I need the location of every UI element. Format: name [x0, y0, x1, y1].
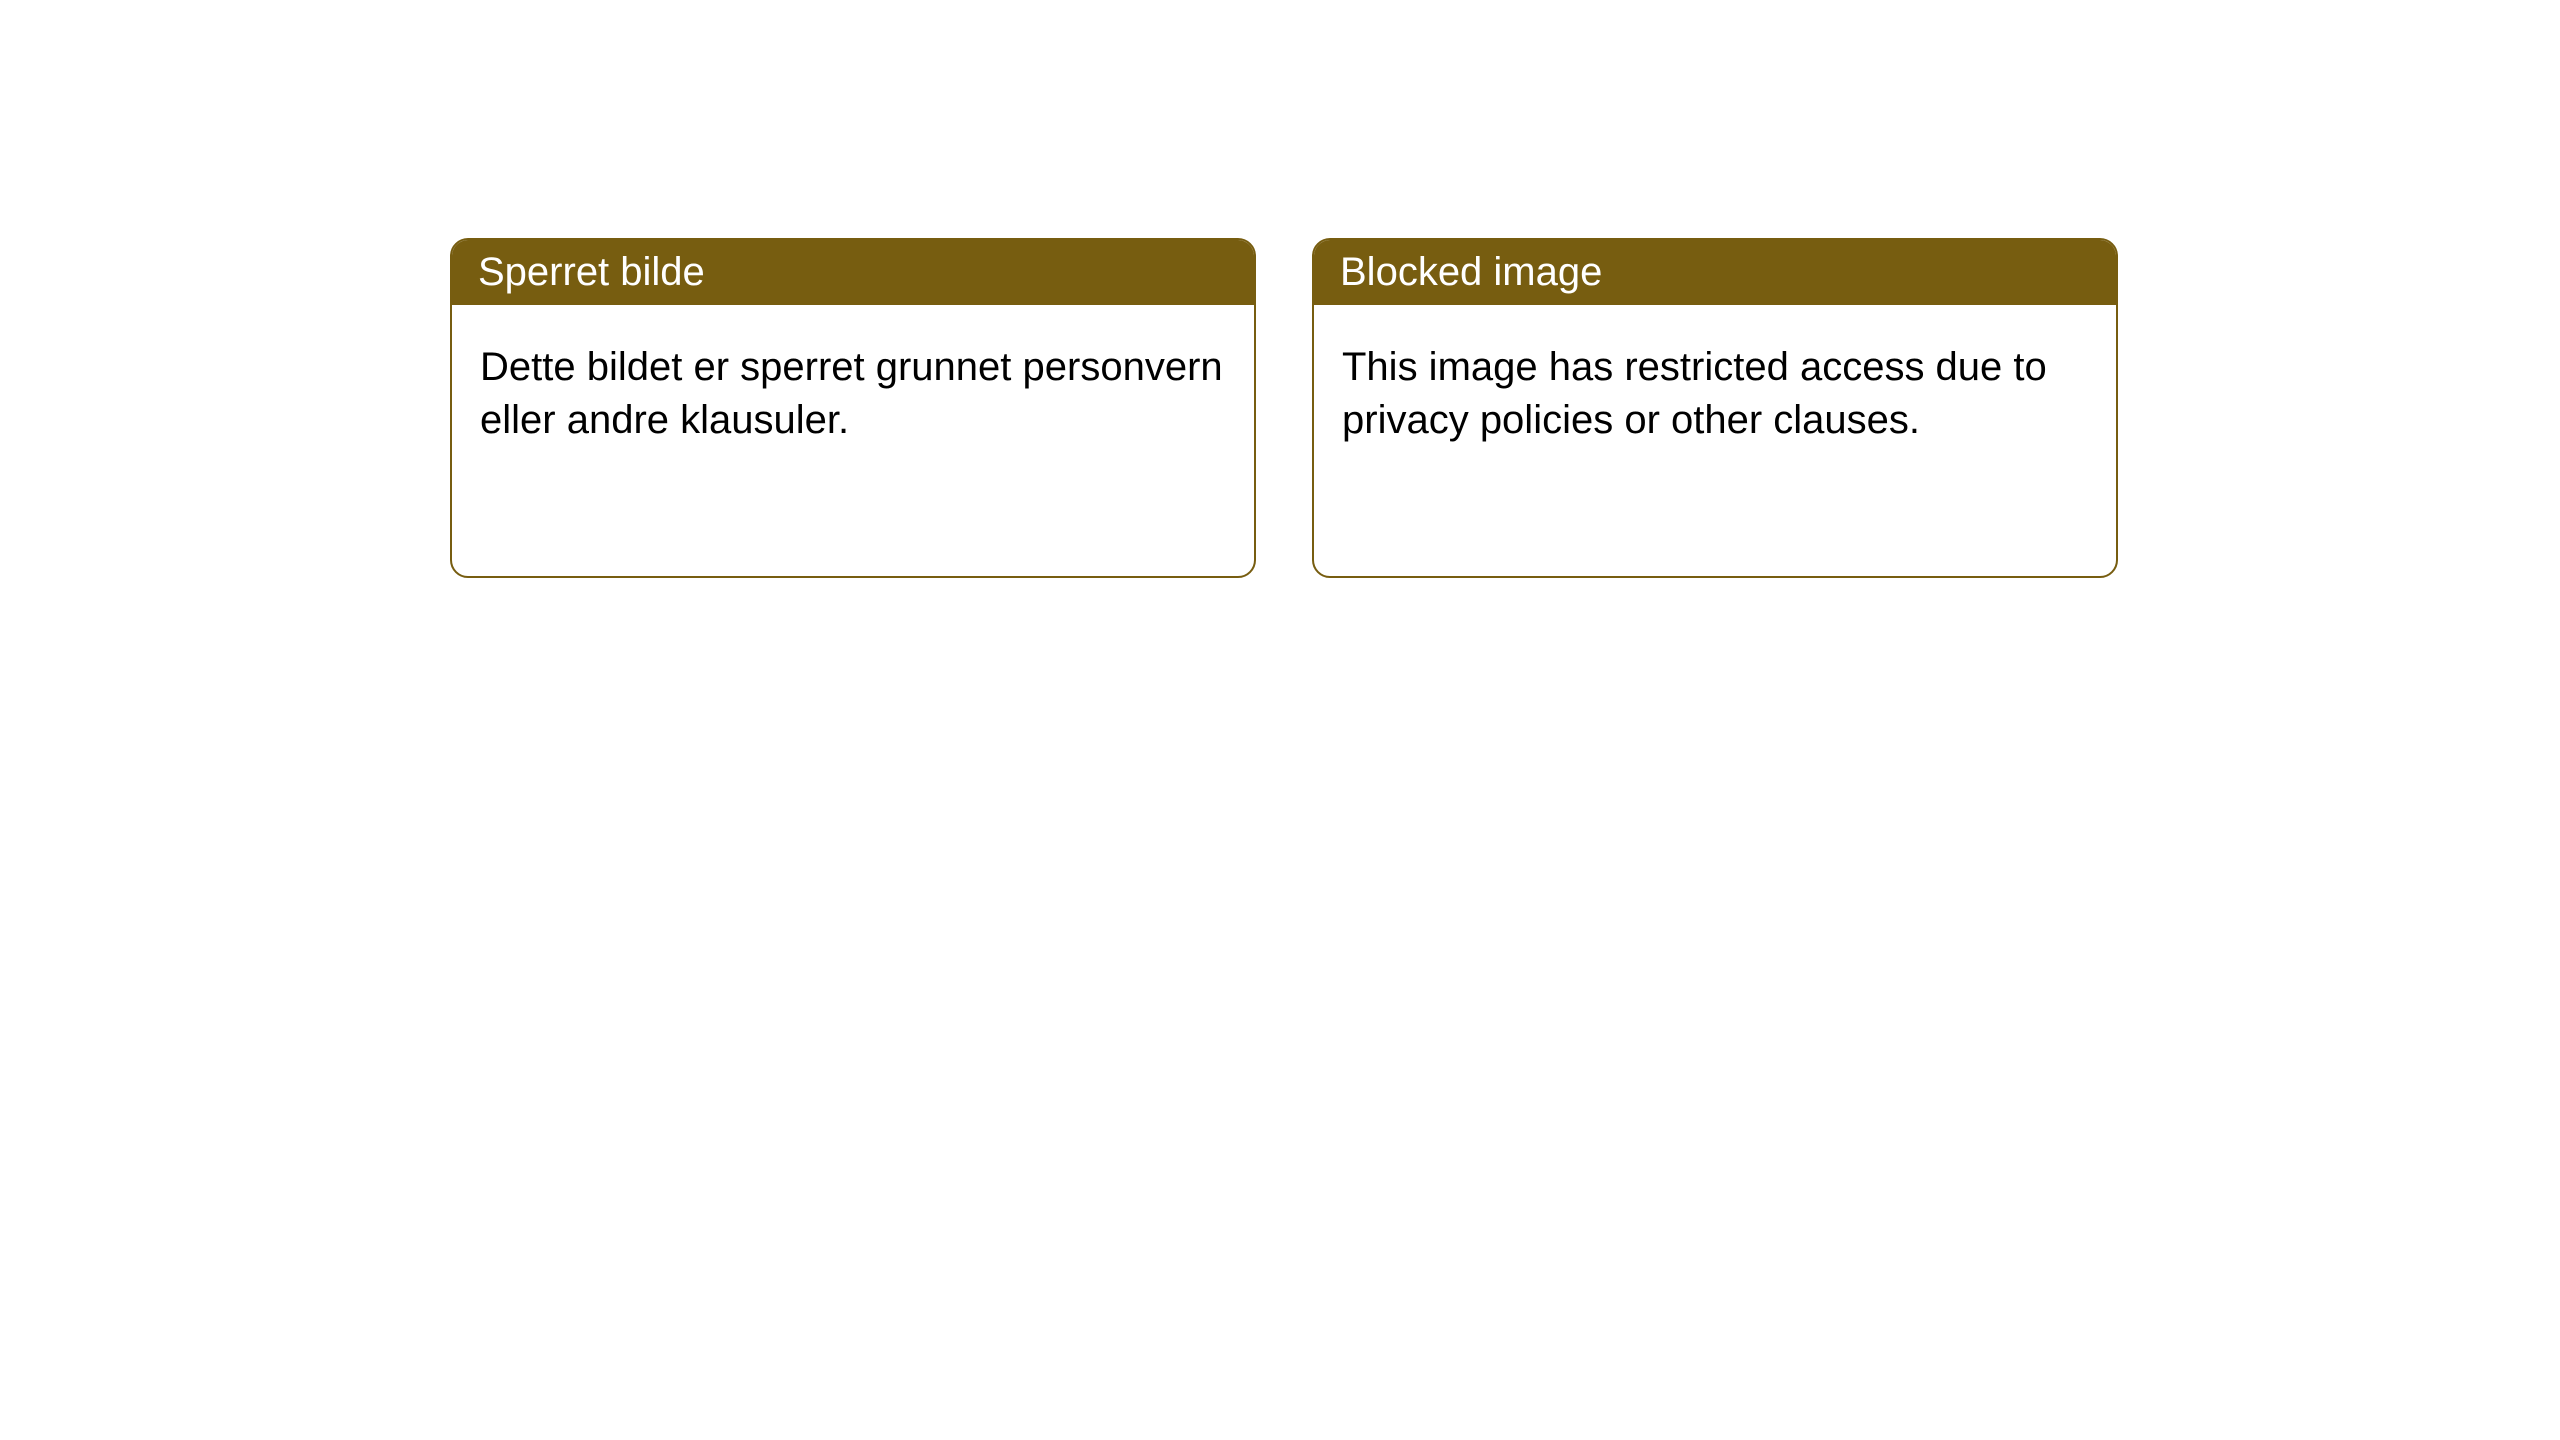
blocked-image-card-en: Blocked image This image has restricted …: [1312, 238, 2118, 578]
card-header-en: Blocked image: [1314, 240, 2116, 305]
card-body-text-no: Dette bildet er sperret grunnet personve…: [480, 345, 1223, 442]
card-body-text-en: This image has restricted access due to …: [1342, 345, 2047, 442]
card-title-no: Sperret bilde: [478, 250, 705, 294]
card-title-en: Blocked image: [1340, 250, 1602, 294]
card-header-no: Sperret bilde: [452, 240, 1254, 305]
blocked-image-card-no: Sperret bilde Dette bildet er sperret gr…: [450, 238, 1256, 578]
cards-container: Sperret bilde Dette bildet er sperret gr…: [450, 238, 2118, 578]
card-body-en: This image has restricted access due to …: [1314, 305, 2116, 483]
card-body-no: Dette bildet er sperret grunnet personve…: [452, 305, 1254, 483]
